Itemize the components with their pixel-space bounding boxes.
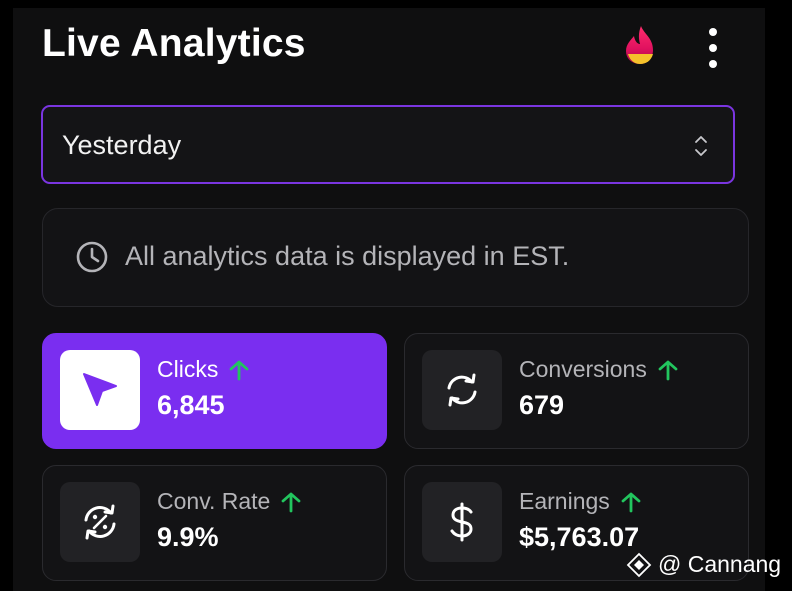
stat-card-earnings[interactable]: Earnings $5,763.07 [404,465,749,581]
diamond-logo-icon [626,552,652,577]
dollar-icon [450,502,473,542]
stat-label-row: Conv. Rate [157,488,302,515]
stat-card-conversions[interactable]: Conversions 679 [404,333,749,449]
cursor-arrow-icon [83,373,117,406]
stat-value: 6,845 [157,390,225,420]
stat-icon-box [422,350,502,430]
timezone-notice: All analytics data is displayed in EST. [42,208,749,307]
stat-label-row: Earnings [519,488,642,515]
percent-refresh-icon [84,504,116,540]
arrow-up-icon [281,492,301,512]
stat-label-row: Clicks [157,356,250,383]
timezone-notice-text: All analytics data is displayed in EST. [125,241,570,271]
page-title: Live Analytics [42,22,306,65]
arrow-up-icon [229,360,249,380]
stat-label-row: Conversions [519,356,679,383]
date-range-value: Yesterday [62,130,182,160]
stat-label: Earnings [519,488,610,514]
fire-icon[interactable] [620,24,660,66]
stat-card-conv-rate[interactable]: Conv. Rate 9.9% [42,465,387,581]
refresh-icon [447,373,477,407]
stat-label: Clicks [157,356,219,382]
stat-label: Conv. Rate [157,488,271,514]
stat-value: 679 [519,390,565,420]
clock-icon [76,241,108,273]
more-vertical-icon[interactable] [698,28,728,68]
stat-icon-box [60,482,140,562]
stat-value: 9.9% [157,522,219,552]
stat-icon-box [60,350,140,430]
date-range-select[interactable]: Yesterday [41,105,735,184]
stat-label: Conversions [519,356,647,382]
chevron-up-down-icon [695,136,707,156]
stat-card-clicks[interactable]: Clicks 6,845 [42,333,387,449]
arrow-up-icon [658,360,678,380]
stat-icon-box [422,482,502,562]
watermark-text: @ Cannang [658,551,782,577]
watermark: @ Cannang [626,551,781,578]
stat-value: $5,763.07 [519,522,640,552]
arrow-up-icon [621,492,641,512]
